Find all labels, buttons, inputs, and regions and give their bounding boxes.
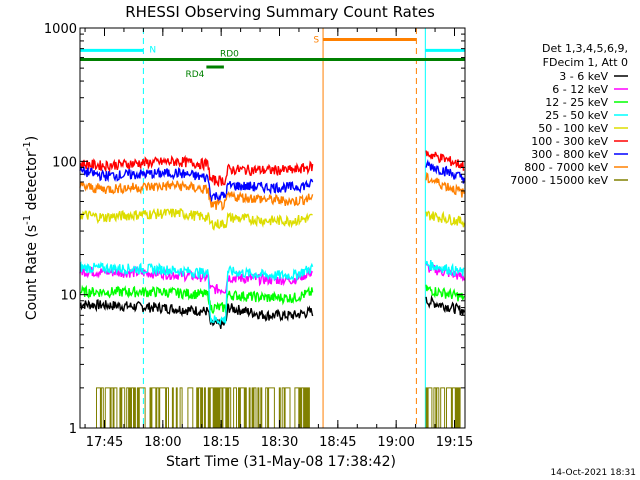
legend-entry-label: 7000 - 15000 keV — [510, 174, 608, 187]
legend-entry-label: 3 - 6 keV — [559, 70, 608, 83]
legend-entry-label: 300 - 800 keV — [531, 148, 608, 161]
series-trace — [425, 259, 465, 277]
flag-label-rd4: RD4 — [185, 70, 204, 80]
series-25-50kev — [79, 259, 465, 326]
series-trace — [425, 294, 465, 316]
series-7000-15000kev — [95, 387, 462, 429]
flag-label-n: N — [149, 45, 156, 55]
series-trace — [425, 159, 465, 184]
series-trace — [79, 284, 314, 315]
x-axis-label: Start Time (31-May-08 17:38:42) — [166, 454, 396, 470]
series-trace — [95, 387, 310, 429]
series-trace — [425, 284, 465, 302]
flag-label-rd0: RD0 — [220, 50, 239, 60]
legend: Det 1,3,4,5,6,9,FDecim 1, Att 03 - 6 keV… — [510, 42, 628, 187]
series-3-6kev — [79, 294, 465, 329]
series-trace — [425, 171, 465, 198]
legend-header: Det 1,3,4,5,6,9, — [542, 42, 628, 55]
y-axis-label: Count Rate (s-1 detector-1) — [22, 136, 40, 320]
legend-entry-label: 12 - 25 keV — [545, 96, 608, 109]
series-trace — [79, 166, 314, 202]
footer-date: 14-Oct-2021 18:31 — [551, 468, 636, 478]
y-tick-label: 1000 — [44, 22, 77, 37]
flag-label-s: S — [313, 35, 319, 45]
state-flags: N S RD0 RD4 — [79, 28, 466, 428]
series-trace — [425, 387, 462, 429]
series-trace — [79, 299, 314, 329]
legend-entry-label: 25 - 50 keV — [545, 109, 608, 122]
y-tick-label: 100 — [52, 155, 77, 170]
series-trace — [425, 210, 465, 228]
series-trace — [79, 179, 314, 211]
y-axis-label-main: Count Rate (s — [24, 225, 40, 320]
series-800-7000kev — [79, 171, 465, 211]
series-100-300kev — [79, 150, 465, 188]
series-layer — [79, 150, 465, 429]
series-trace — [425, 150, 465, 172]
series-300-800kev — [79, 159, 465, 202]
chart-title: RHESSI Observing Summary Count Rates — [125, 3, 435, 21]
x-tick-label: 18:00 — [144, 435, 181, 450]
legend-entry-label: 100 - 300 keV — [531, 135, 608, 148]
axes-layer: 1 10 100 1000 17:45 18:00 18:15 18:30 18:45 19:00… — [44, 22, 473, 450]
series-trace — [79, 208, 313, 231]
legend-header: FDecim 1, Att 0 — [543, 56, 628, 69]
x-tick-label: 18:30 — [261, 435, 298, 450]
series-trace — [79, 261, 314, 326]
x-tick-label: 19:15 — [436, 435, 473, 450]
legend-entry-label: 6 - 12 keV — [552, 83, 608, 96]
series-12-25kev — [79, 284, 465, 315]
series-trace — [79, 154, 314, 188]
y-axis-label-mid: detector — [24, 151, 40, 215]
y-axis-label-sup2: -1 — [22, 141, 33, 151]
x-tick-label: 18:15 — [202, 435, 239, 450]
y-axis-label-sup1: -1 — [22, 215, 33, 225]
legend-entry-label: 50 - 100 keV — [538, 122, 608, 135]
y-tick-label: 1 — [69, 422, 77, 437]
legend-entry-label: 800 - 7000 keV — [524, 161, 608, 174]
y-axis-label-end: ) — [24, 136, 40, 141]
plot-frame — [79, 27, 466, 429]
y-tick-label: 10 — [60, 289, 77, 304]
x-tick-label: 18:45 — [319, 435, 356, 450]
x-tick-label: 17:45 — [86, 435, 123, 450]
x-tick-label: 19:00 — [377, 435, 414, 450]
series-50-100kev — [79, 208, 465, 231]
